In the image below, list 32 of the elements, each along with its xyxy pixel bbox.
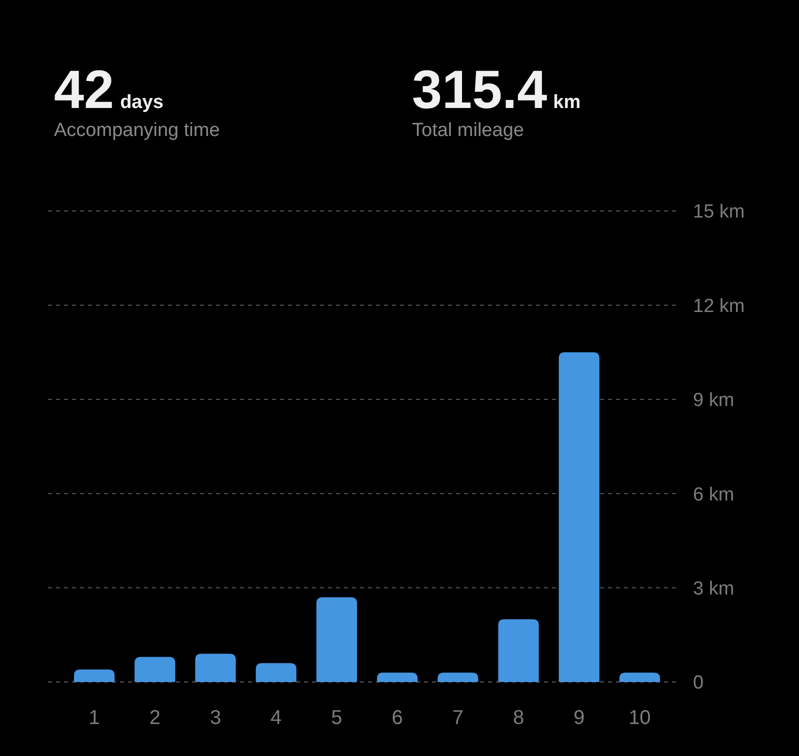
bar <box>74 669 115 682</box>
bar <box>195 654 236 682</box>
x-tick-label: 2 <box>149 707 160 729</box>
bar <box>316 597 357 682</box>
y-tick-label: 6 km <box>693 484 734 506</box>
bar <box>558 352 600 682</box>
x-tick-label: 5 <box>331 707 342 729</box>
x-tick-label: 9 <box>574 707 585 729</box>
x-tick-label: 8 <box>512 707 524 729</box>
y-tick-label: 0 <box>693 672 704 694</box>
x-tick-label: 3 <box>210 707 222 729</box>
y-tick-label: 15 km <box>693 202 745 223</box>
x-tick-label: 10 <box>628 707 651 729</box>
text: Accompanying time <box>54 120 220 141</box>
y-tick-label: 3 km <box>693 578 734 600</box>
bar <box>377 672 418 682</box>
bar <box>438 672 478 682</box>
x-tick-label: 1 <box>88 707 100 729</box>
bar <box>619 672 660 682</box>
y-tick-label: 12 km <box>693 296 745 317</box>
x-tick-label: 7 <box>452 707 464 729</box>
x-tick-label: 6 <box>392 707 403 729</box>
text: days <box>120 92 164 113</box>
bar <box>498 619 539 682</box>
x-tick-label: 4 <box>270 707 282 729</box>
bar <box>256 663 296 682</box>
text: 42 <box>54 60 114 120</box>
bar <box>134 656 176 682</box>
y-tick-label: 9 km <box>693 390 734 412</box>
text: Total mileage <box>412 120 524 141</box>
text: 315.4 <box>412 60 548 120</box>
text: km <box>553 92 581 113</box>
